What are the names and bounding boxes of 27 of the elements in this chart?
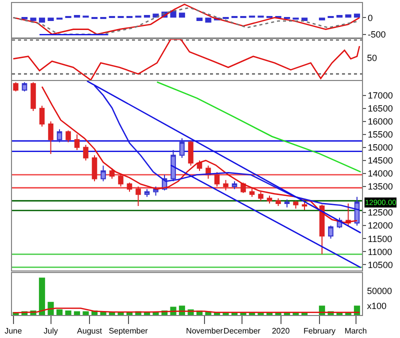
y-tick-label: 15000 <box>368 142 393 153</box>
x-tick-label: November <box>186 326 224 336</box>
y-tick-label: 10500 <box>368 260 393 270</box>
y-tick-label: 11000 <box>368 246 392 257</box>
x-tick-label: June <box>4 326 22 336</box>
y-tick-label: 17000 <box>368 90 393 100</box>
x-tick-label: December <box>224 326 261 336</box>
y-tick-label: 0 <box>368 12 373 23</box>
y-tick-label: 12000 <box>368 220 393 231</box>
y-tick-label: -500 <box>368 29 386 40</box>
y-tick-label: 11500 <box>368 234 392 244</box>
text: 50000 <box>367 286 392 296</box>
y-tick-label: 16500 <box>368 104 393 114</box>
x-tick-label: September <box>108 326 148 336</box>
y-tick-label: 15500 <box>368 130 393 140</box>
text: x100 <box>367 301 387 311</box>
x-tick-label: July <box>44 326 58 336</box>
x-tick-label: August <box>77 326 103 336</box>
x-tick-label: March <box>344 326 367 336</box>
y-tick-label: 14500 <box>368 156 393 166</box>
text: 50 <box>367 53 378 63</box>
y-tick-label: 16000 <box>368 116 393 127</box>
x-tick-label: February <box>303 326 336 336</box>
y-tick-label: 12500 <box>368 208 393 218</box>
y-tick-label: 13500 <box>368 182 393 192</box>
x-tick-label: 2020 <box>272 326 290 336</box>
y-tick-label: 14000 <box>368 168 393 179</box>
